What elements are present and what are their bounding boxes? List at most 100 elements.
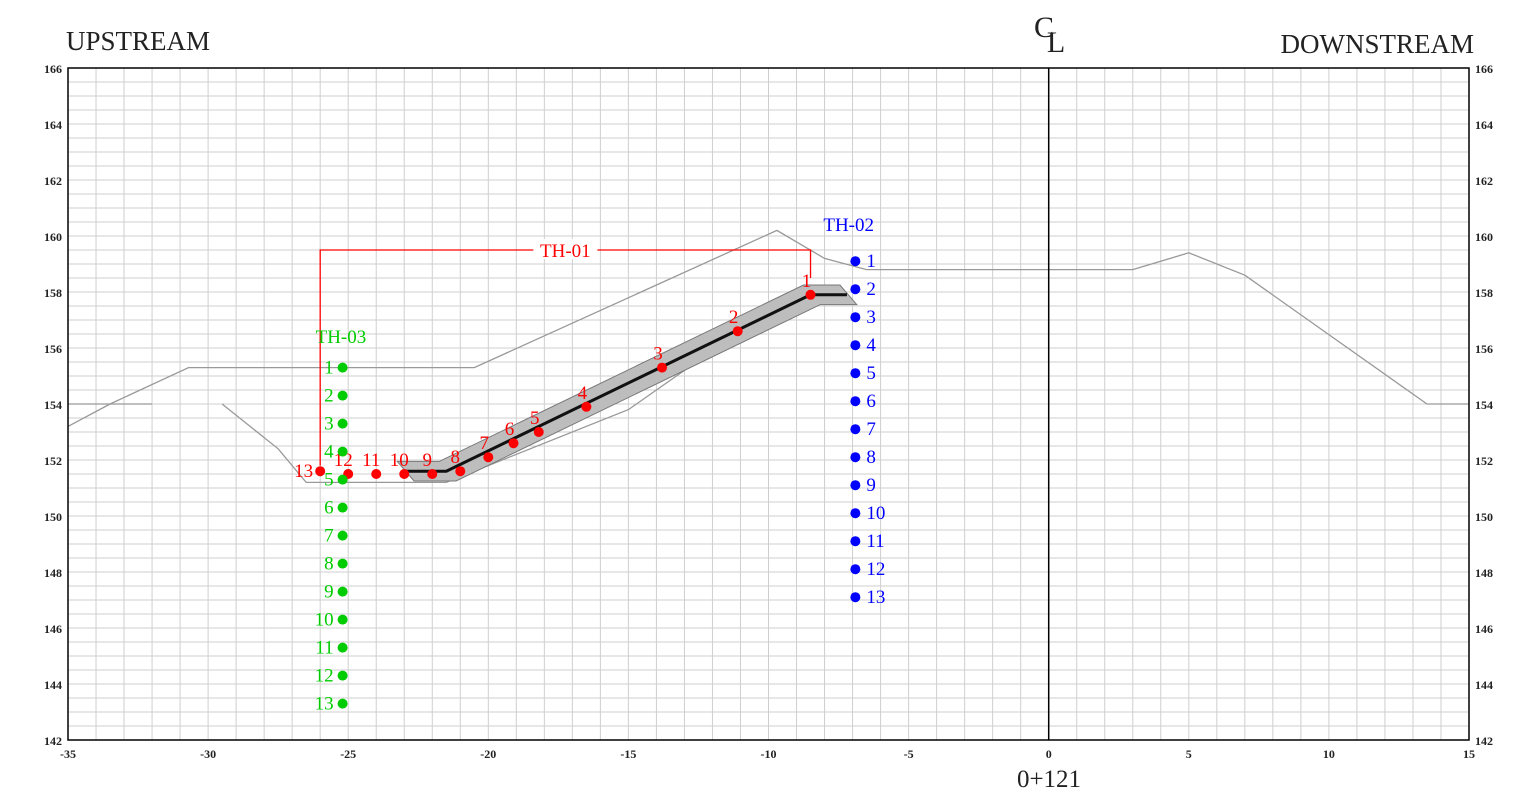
th02-label: TH-02: [823, 215, 874, 236]
th02-point: [850, 452, 861, 463]
y-tick-right: 144: [1475, 678, 1493, 692]
y-tick-left: 146: [44, 622, 62, 636]
th02-point-label: 5: [866, 363, 876, 384]
th01-point: [732, 326, 743, 337]
y-tick-left: 142: [44, 734, 62, 748]
th03-point-label: 9: [324, 582, 334, 603]
th02-point-label: 7: [866, 419, 876, 440]
upstream-label: UPSTREAM: [66, 26, 210, 56]
th03-point-label: 13: [315, 694, 334, 715]
th02-point: [850, 508, 861, 519]
th01-point-label: 9: [423, 450, 433, 471]
th03-point: [337, 670, 348, 681]
th03-point: [337, 614, 348, 625]
th03-point-label: 2: [324, 386, 334, 407]
x-tick: -25: [340, 747, 356, 761]
th03-point: [337, 558, 348, 569]
x-tick: -20: [480, 747, 496, 761]
th01-point-label: 6: [505, 419, 515, 440]
th01-point-label: 2: [729, 307, 739, 328]
th03-point: [337, 586, 348, 597]
th02-point: [850, 256, 861, 267]
th02-point-label: 6: [866, 391, 876, 412]
th01-point-label: 7: [480, 433, 490, 454]
th01-point-label: 1: [802, 271, 812, 292]
excavation-line: [221, 291, 797, 484]
x-tick: -30: [200, 747, 216, 761]
core-line: [404, 293, 847, 473]
th03-point: [337, 642, 348, 653]
th01-point: [581, 401, 592, 412]
th03-point: [337, 698, 348, 709]
th03-point: [337, 530, 348, 541]
x-tick: 15: [1463, 747, 1475, 761]
borehole-series: TH-0112345678910111213TH-021234567891011…: [294, 215, 885, 715]
y-tick-right: 160: [1475, 230, 1493, 244]
th01-point: [315, 466, 326, 477]
th03-point-label: 7: [324, 526, 334, 547]
th01-point-label: 4: [578, 383, 588, 404]
y-tick-left: 162: [44, 174, 62, 188]
y-tick-left: 154: [44, 398, 62, 412]
x-tick: -15: [620, 747, 636, 761]
th03-point: [337, 362, 348, 373]
th02-point-label: 2: [866, 279, 876, 300]
th03-point-label: 11: [315, 638, 333, 659]
y-tick-right: 158: [1475, 286, 1493, 300]
y-tick-left: 158: [44, 286, 62, 300]
th01-label-bg: [533, 239, 598, 259]
th03-point: [337, 418, 348, 429]
th03-point-label: 12: [315, 666, 334, 687]
th02-point: [850, 368, 861, 379]
th01-point-label: 3: [653, 344, 663, 365]
th03-point-label: 8: [324, 554, 334, 575]
th01-point-label: 12: [334, 450, 353, 471]
th02-point-label: 4: [866, 335, 876, 356]
th03-label: TH-03: [316, 327, 367, 348]
embankment: [67, 68, 1469, 740]
th01-point-label: 13: [294, 461, 313, 482]
th03-point-label: 1: [324, 358, 334, 379]
centerline-c: C: [1034, 11, 1054, 44]
y-tick-right: 156: [1475, 342, 1493, 356]
y-tick-left: 144: [44, 678, 62, 692]
th03-point: [337, 446, 348, 457]
th02-point: [850, 564, 861, 575]
th02-point: [850, 592, 861, 603]
th02-point-label: 9: [866, 475, 876, 496]
y-tick-left: 156: [44, 342, 62, 356]
y-tick-right: 152: [1475, 454, 1493, 468]
th03-point-label: 3: [324, 414, 334, 435]
y-tick-right: 148: [1475, 566, 1493, 580]
th03-point-label: 4: [324, 442, 334, 463]
x-tick: 10: [1323, 747, 1335, 761]
grid: [68, 68, 1469, 740]
th03-point-label: 6: [324, 498, 334, 519]
th01-bracket: [319, 249, 812, 466]
y-tick-left: 152: [44, 454, 62, 468]
th01-point: [533, 427, 544, 437]
y-tick-left: 164: [44, 118, 62, 132]
y-tick-right: 166: [1475, 62, 1493, 76]
th02-point: [850, 536, 861, 547]
th02-point: [850, 396, 861, 407]
station-label: 0+121: [1017, 766, 1081, 793]
plot-frame: [67, 67, 1470, 741]
y-tick-left: 160: [44, 230, 62, 244]
y-tick-right: 150: [1475, 510, 1493, 524]
y-tick-right: 146: [1475, 622, 1493, 636]
x-tick: 5: [1186, 747, 1192, 761]
th01-point: [483, 452, 494, 463]
y-tick-left: 148: [44, 566, 62, 580]
th02-point-label: 10: [866, 503, 885, 524]
th01-label: TH-01: [540, 241, 591, 262]
y-tick-left: 150: [44, 510, 62, 524]
th03-point: [337, 474, 348, 485]
th02-point-label: 13: [866, 587, 885, 608]
th01-point-label: 8: [451, 447, 461, 468]
th02-point-label: 3: [866, 307, 876, 328]
th02-point: [850, 480, 861, 491]
y-tick-right: 142: [1475, 734, 1493, 748]
